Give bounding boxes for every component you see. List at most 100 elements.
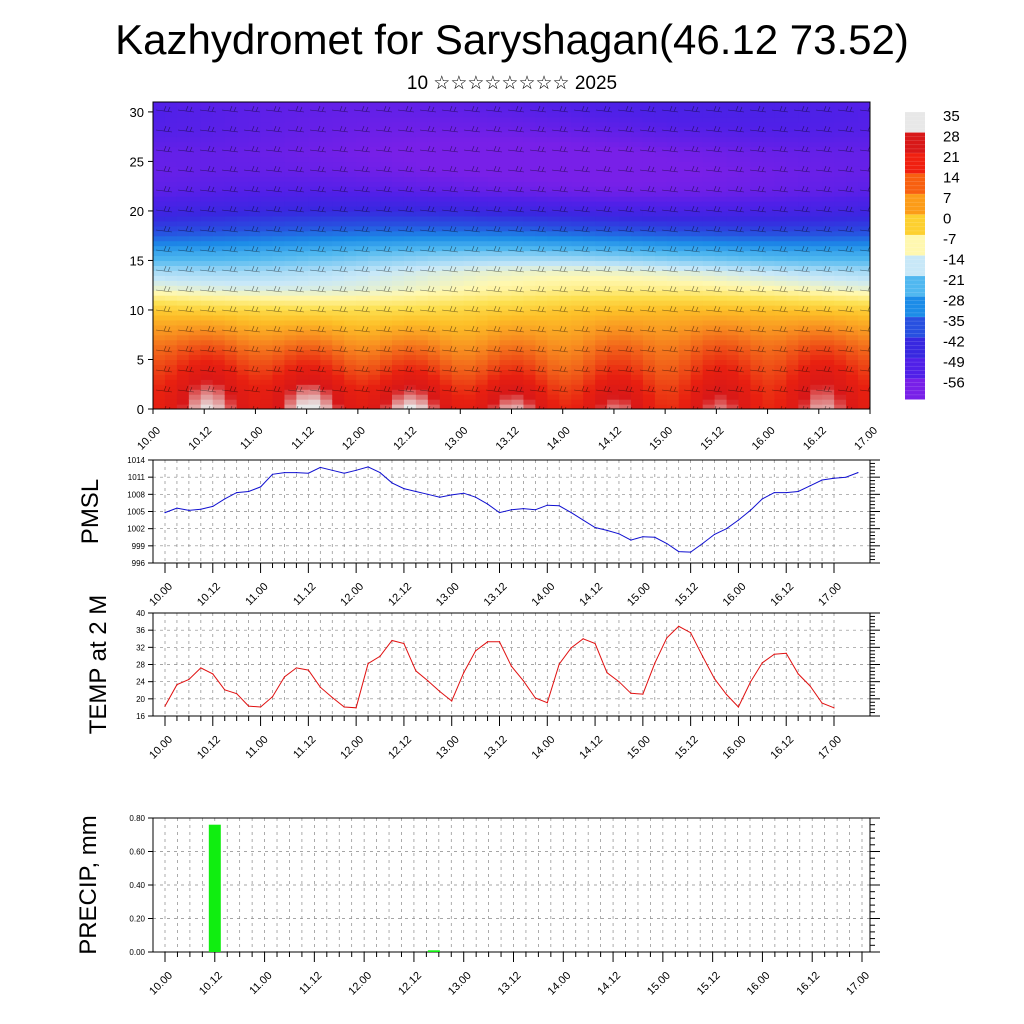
heatmap-x-tick-label: 13.00: [442, 425, 470, 453]
precip-x-tick-label: 10.00: [147, 970, 175, 998]
colorbar-label: -7: [943, 231, 956, 248]
pmsl-point: [857, 471, 859, 474]
temp-x-tick-label: 10.12: [195, 734, 223, 762]
pmsl-x-tick-label: 11.12: [291, 581, 318, 608]
pmsl-y-tick-label: 1005: [127, 508, 145, 517]
precip-x-tick-label: 12.00: [346, 970, 374, 998]
pmsl-point: [642, 536, 644, 538]
heatmap-x-tick-label: 10.00: [135, 425, 163, 453]
precip-y-axis-label: PRECIP, mm: [75, 815, 102, 955]
pmsl-point: [582, 519, 584, 521]
temp-y-tick-label: 24: [136, 678, 145, 687]
heatmap-x-tick-label: 15.00: [647, 425, 675, 453]
pmsl-x-tick-label: 14.00: [529, 581, 557, 609]
precip-x-tick-label: 12.12: [396, 970, 424, 998]
temp-point: [725, 693, 728, 696]
pmsl-x-tick-label: 17.00: [816, 581, 844, 609]
pmsl-point: [594, 526, 596, 529]
precip-x-tick-label: 13.00: [446, 970, 474, 998]
colorbar-label: 0: [943, 211, 951, 228]
pmsl-point: [343, 472, 345, 474]
pmsl-point: [630, 539, 632, 541]
temp-point: [642, 693, 644, 695]
temp-point: [690, 632, 692, 634]
wind-barbs: [153, 102, 870, 409]
pmsl-point: [331, 469, 333, 471]
pmsl-point: [307, 472, 309, 474]
pmsl-point: [534, 509, 536, 511]
temp-point: [176, 684, 178, 686]
temp-point: [749, 681, 751, 683]
temp-point: [570, 647, 572, 649]
pmsl-point: [200, 508, 202, 510]
pmsl-point: [451, 494, 453, 496]
temp-point: [271, 696, 274, 698]
pmsl-point: [259, 486, 262, 488]
pmsl-point: [319, 466, 321, 469]
pmsl-point: [486, 503, 489, 505]
temp-y-tick-label: 36: [136, 626, 145, 635]
pmsl-point: [403, 488, 405, 490]
precip-y-tick-label: 0.40: [129, 881, 145, 890]
temp-point: [391, 639, 393, 642]
temperature-heatmap: 0 5 10 15 20 25 30 10.00 10.12 11.00 11.12 12.00 12.…: [130, 101, 880, 453]
temp-x-tick-label: 13.00: [434, 734, 462, 762]
temp-x-tick-label: 16.12: [768, 734, 796, 762]
pmsl-x-tick-label: 14.12: [577, 581, 605, 609]
temp-point: [200, 667, 202, 669]
colorbar-label: 14: [943, 170, 960, 187]
temp-y-tick-label: 28: [136, 661, 145, 670]
colorbar-swatch: [905, 358, 925, 379]
pmsl-point: [355, 469, 357, 471]
temp-point: [618, 681, 620, 683]
temp-y-tick-label: 20: [136, 695, 145, 704]
pmsl-point: [570, 512, 572, 514]
pmsl-y-tick-label: 999: [132, 542, 146, 551]
precip-x-tick-label: 11.00: [247, 970, 274, 997]
heatmap-x-tick-label: 16.00: [750, 425, 778, 453]
colorbar-swatch: [905, 378, 925, 400]
pmsl-point: [248, 490, 250, 493]
precip-y-tick-label: 0.60: [129, 848, 145, 857]
precip-x-tick-label: 14.00: [545, 970, 573, 998]
temp-point: [761, 662, 763, 664]
pmsl-point: [678, 550, 680, 553]
pmsl-x-tick-label: 13.12: [482, 581, 510, 609]
pmsl-point: [236, 492, 238, 494]
temp-point: [379, 655, 381, 657]
pmsl-point: [713, 533, 716, 535]
temp-point: [833, 707, 835, 709]
temp-point: [259, 706, 262, 708]
pmsl-point: [224, 498, 226, 500]
pmsl-point: [749, 509, 751, 511]
precip-x-tick-label: 17.00: [844, 970, 872, 998]
pmsl-y-tick-label: 996: [132, 559, 146, 568]
temp-x-tick-label: 15.00: [625, 734, 653, 762]
pmsl-x-tick-label: 15.00: [625, 581, 653, 609]
temp-point: [367, 663, 369, 665]
pmsl-x-tick-label: 16.12: [768, 581, 796, 609]
pmsl-point: [176, 507, 178, 509]
pmsl-x-tick-label: 12.12: [386, 581, 414, 609]
temp-x-tick-label: 12.12: [386, 734, 414, 762]
temp-point: [439, 690, 441, 693]
temp-point: [821, 702, 823, 704]
temp-series-line: [164, 625, 835, 709]
pmsl-y-tick-label: 1008: [127, 490, 145, 499]
temp-point: [534, 697, 536, 699]
pmsl-point: [690, 551, 692, 553]
temp-x-tick-label: 12.00: [338, 734, 366, 762]
temp-x-tick-label: 15.12: [673, 734, 701, 762]
temp-point: [415, 670, 417, 672]
heatmap-y-tick-label: 0: [137, 402, 144, 417]
pmsl-y-tick-label: 1014: [127, 456, 145, 465]
temp-point: [737, 706, 740, 708]
colorbar-swatch: [905, 153, 925, 174]
temp-y-axis-label: TEMP at 2 M: [85, 595, 112, 735]
temp-point: [558, 663, 560, 665]
pmsl-point: [367, 466, 369, 468]
temp-point: [773, 653, 775, 655]
heatmap-field: [153, 102, 870, 409]
temp-point: [594, 642, 596, 645]
heatmap-x-tick-label: 15.12: [699, 425, 727, 453]
